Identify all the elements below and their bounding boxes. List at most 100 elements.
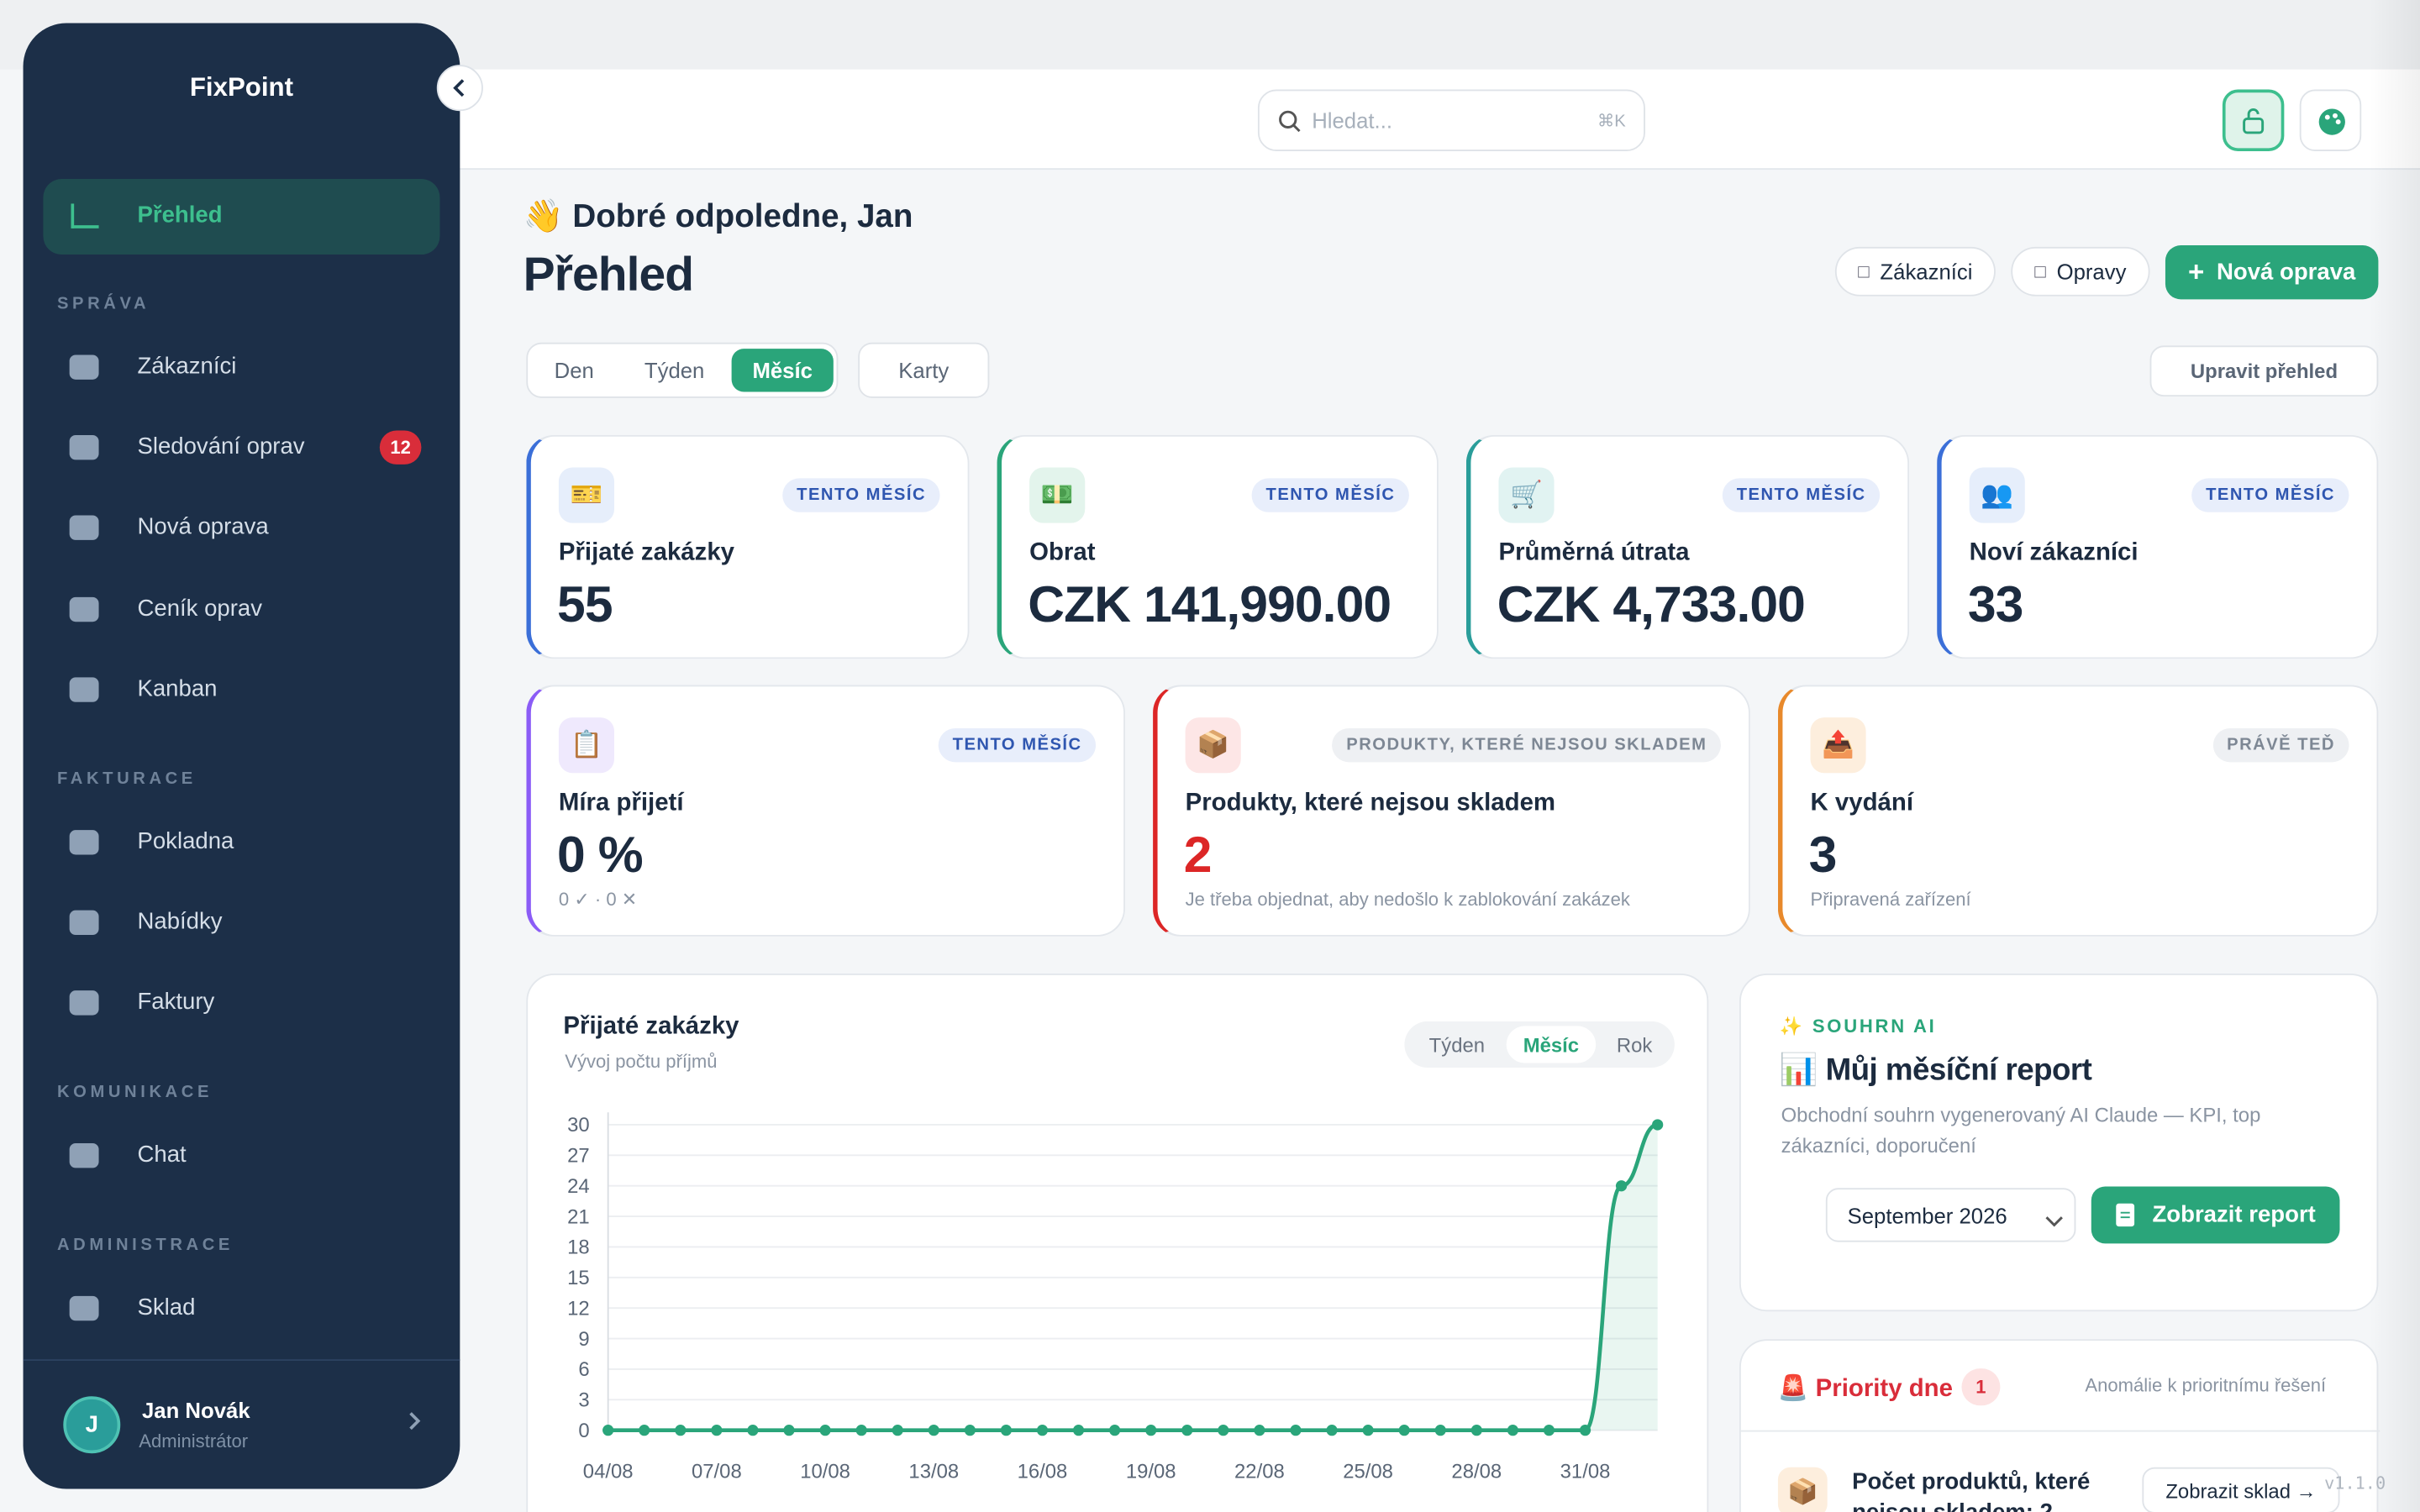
nav-item[interactable]: Ceník oprav [43,572,439,646]
header-button[interactable]: □ Opravy [2011,246,2150,297]
chart-tab-active[interactable]: Měsíc [1506,1026,1597,1063]
nav-label: Nabídky [137,908,223,936]
nav-item[interactable]: Nová oprava [43,491,439,565]
version: v1.1.0 [2324,1473,2386,1494]
nav-section-title: FAKTURACE [56,769,197,789]
card-value: CZK 4,733.00 [1497,575,1806,633]
tab[interactable]: Týden [644,358,705,383]
nav-icon [69,1143,99,1168]
chart-tabs: Týden Měsíc Rok [1404,1021,1675,1068]
nav-label: Zákazníci [137,353,237,380]
priorities-count: 1 [1961,1368,2001,1406]
right-shade [2369,0,2420,1512]
search-shortcut: ⌘K [1597,113,1626,132]
card-note: Je třeba objednat, aby nedošlo k zabloko… [1185,888,1630,911]
card-label: Noví zákazníci [1969,539,2139,567]
nav-icon [69,596,99,622]
nav-item[interactable]: Sledování oprav 12 [43,411,439,485]
report-button[interactable]: Zobrazit report [2091,1186,2340,1244]
card-icon: 👥 [1969,467,2025,523]
nav-label: Nová oprava [137,514,269,541]
nav-item[interactable]: Nabídky [43,885,439,959]
card-value: 0 % [557,825,644,883]
button-label: Zobrazit report [2152,1201,2316,1229]
theme-button[interactable] [2299,89,2362,152]
nav-item[interactable]: Kanban [43,653,439,727]
chart-title: Přijaté zakázky [563,1013,739,1040]
nav-icon [69,829,99,855]
priorities-title: 🚨 Priority dne [1777,1376,1953,1403]
search-box[interactable]: Hledat... ⌘K [1257,89,1645,152]
nav-section-title: SPRÁVA [56,294,150,313]
button-label: Opravy [2056,259,2127,284]
priorities-card: 🚨 Priority dne 1 Anomálie k prioritnímu ře… [1739,1339,2381,1512]
kpi-card: 💵 TENTO MĚSÍC Obrat CZK 141,990.00 [997,434,1439,659]
kpi-card: 📋 TENTO MĚSÍC Míra přijetí 0 % 0 ✓ · 0 ✕ [526,685,1125,937]
period-tabs: Den Týden Měsíc [526,342,839,398]
nav-icon [69,990,99,1016]
priority-text: Počet produktů, které nejsou skladem: 2 [1852,1468,2091,1512]
nav-item[interactable]: Faktury [43,966,439,1040]
nav-label: Pokladna [137,827,234,855]
chart-tab[interactable]: Týden [1428,1032,1486,1057]
user-panel[interactable]: J Jan Novák Administrátor [43,1383,439,1469]
card-label: K vydání [1810,790,1913,816]
sidebar-divider [23,1359,460,1362]
priority-button[interactable]: Zobrazit sklad → [2142,1467,2340,1512]
button-label: Zákazníci [1880,259,1973,284]
card-badge: TENTO MĚSÍC [1251,478,1409,512]
palette-icon [2318,108,2345,135]
user-name: Jan Novák [141,1398,250,1423]
card-icon: 🛒 [1498,467,1555,523]
nav-label: Sledování oprav [137,433,305,460]
edit-button[interactable]: Upravit přehled [2149,345,2379,397]
card-icon: 🎫 [558,467,615,523]
search-placeholder: Hledat... [1312,108,1392,133]
lock-button[interactable] [2222,89,2285,152]
chevron [408,1407,423,1440]
ai-title: 📊 Můj měsíční report [1779,1053,2092,1088]
nav-item-active[interactable]: Přehled [43,179,440,255]
nav-icon [71,203,99,228]
avatar: J [63,1396,121,1454]
tab-active[interactable]: Měsíc [731,349,834,392]
nav-item[interactable]: Chat [43,1119,439,1193]
nav-item[interactable]: Zákazníci [43,330,439,404]
nav-item[interactable]: Sklad [43,1272,439,1346]
month-select[interactable]: September 2026 [1825,1188,2076,1242]
nav-icon [69,910,99,936]
header-button[interactable]: □ Zákazníci [1834,246,1996,297]
nav-label: Sklad [137,1294,196,1321]
ai-label: ✨ SOUHRN AI [1779,1015,1937,1037]
user-role: Administrátor [139,1430,249,1452]
priorities-subtitle: Anomálie k prioritnímu řešení [2085,1374,2327,1397]
select-chevron [2045,1208,2064,1236]
card-label: Produkty, které nejsou skladem [1185,790,1556,816]
card-badge: TENTO MĚSÍC [939,727,1097,763]
page-title: Přehled [523,246,694,302]
primary-button[interactable]: + Nová oprava [2165,245,2379,300]
nav-item[interactable]: Pokladna [43,805,439,879]
tab[interactable]: Den [554,358,594,383]
nav-icon [69,676,99,702]
plus-icon: + [2187,255,2205,287]
card-label: Průměrná útrata [1498,539,1690,567]
card-value: 33 [1967,575,2024,633]
button-icon: □ [2034,260,2046,283]
card-badge: TENTO MĚSÍC [2191,478,2349,512]
nav-label: Přehled [137,202,223,228]
card-label: Míra přijetí [558,790,684,816]
search-icon [1279,110,1301,133]
kpi-card: 🛒 TENTO MĚSÍC Průměrná útrata CZK 4,733.00 [1465,434,1910,659]
card-note: 0 ✓ · 0 ✕ [558,888,638,911]
kpi-card: 📦 PRODUKTY, KTERÉ NEJSOU SKLADEM Produkty,… [1153,685,1750,937]
button-icon: □ [1858,260,1870,283]
chart-subtitle: Vývoj počtu příjmů [565,1050,718,1073]
collapse-button[interactable] [436,65,483,112]
card-value: 2 [1183,825,1213,883]
card-value: 55 [557,575,613,633]
card-icon: 📤 [1810,717,1866,774]
card-badge: TENTO MĚSÍC [782,478,940,512]
view-button[interactable]: Karty [858,342,990,398]
chart-tab[interactable]: Rok [1616,1032,1653,1057]
